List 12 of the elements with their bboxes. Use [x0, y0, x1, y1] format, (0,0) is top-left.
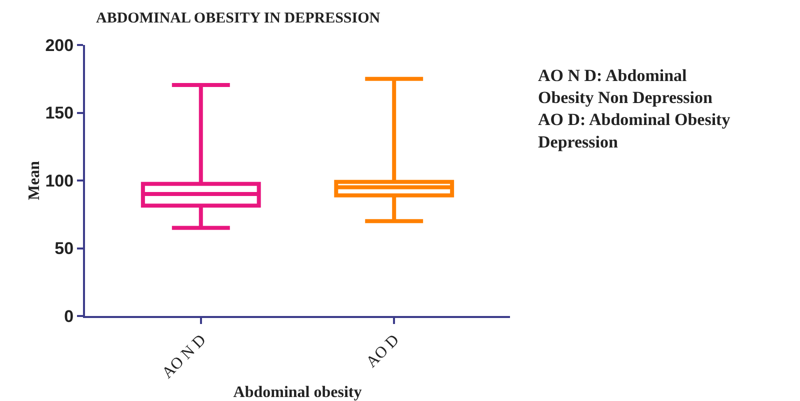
x-tick-label: AO D [363, 332, 403, 372]
y-tick-label: 50 [54, 239, 74, 258]
x-axis-title: Abdominal obesity [233, 384, 362, 401]
x-tick-label: AO N D [159, 332, 210, 382]
y-tick-label: 150 [45, 104, 74, 123]
y-tick-label: 200 [45, 36, 74, 55]
y-tick-label: 100 [45, 171, 74, 190]
text: AO D: Abdominal Obesity Depression [538, 110, 731, 152]
chart-title: ABDOMINAL OBESITY IN DEPRESSION [96, 10, 380, 27]
y-tick-label: 0 [64, 306, 74, 326]
text: AO N D: Abdominal Obesity Non Depression [538, 66, 713, 108]
y-axis-title: Mean [26, 160, 44, 200]
